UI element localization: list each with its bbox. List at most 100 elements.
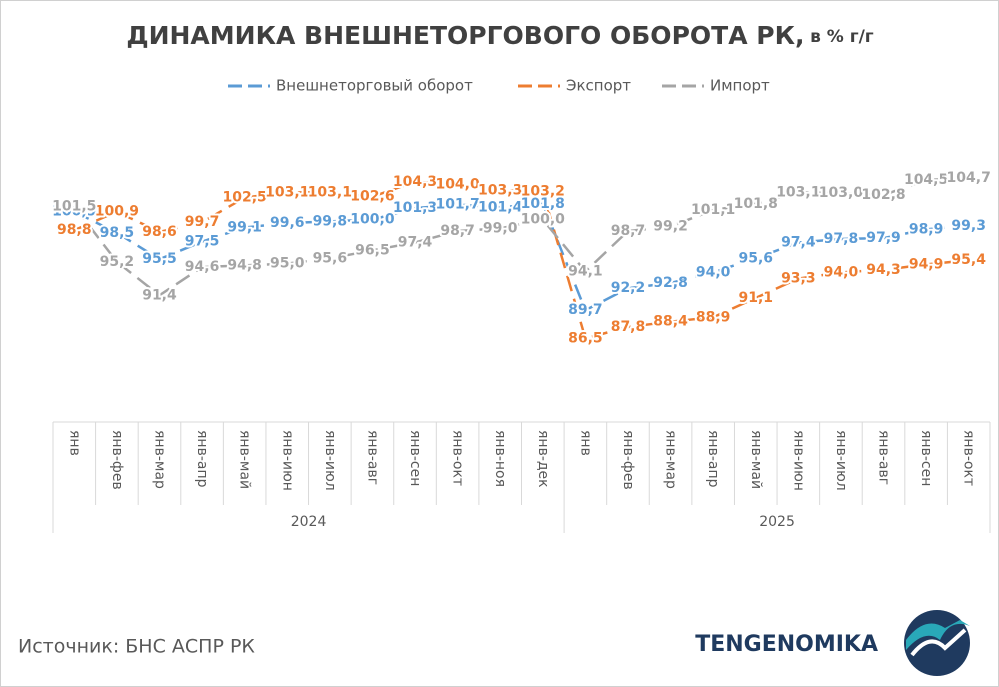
data-label: 101,8 (734, 196, 778, 212)
data-label: 99,8 (313, 213, 348, 229)
data-label: 101,7 (435, 197, 479, 213)
data-label: 100,9 (95, 204, 139, 220)
data-label: 91,1 (738, 290, 773, 306)
x-tick-label: янв-сен (918, 430, 934, 486)
data-label: 95,5 (142, 251, 177, 267)
data-label: 97,9 (866, 230, 901, 246)
data-label: 102,5 (223, 190, 267, 206)
data-label: 103,1 (308, 184, 352, 200)
data-label: 94,0 (696, 264, 731, 280)
data-label: 95,2 (100, 254, 135, 270)
data-label: 94,6 (185, 259, 220, 275)
x-tick-label: янв-июн (790, 430, 806, 491)
data-label: 103,2 (521, 183, 565, 199)
data-label: 99,6 (270, 215, 305, 231)
data-label: 99,1 (227, 220, 262, 236)
series-line (73, 176, 969, 297)
data-label: 94,0 (824, 264, 859, 280)
data-label: 94,8 (227, 257, 262, 273)
data-label: 95,6 (738, 250, 773, 266)
x-tick-label: янв-май (748, 430, 764, 489)
data-label: 103,0 (819, 185, 864, 201)
data-label: 104,5 (904, 172, 948, 188)
data-label: 98,6 (142, 224, 177, 240)
x-tick-label: янв-авг (876, 430, 892, 485)
data-label: 102,8 (861, 187, 905, 203)
data-label: 104,7 (947, 170, 991, 186)
data-label: 94,1 (568, 264, 603, 280)
data-label: 97,4 (781, 234, 816, 250)
data-label: 98,5 (100, 225, 135, 241)
x-tick-label: янв-июн (279, 430, 295, 491)
x-tick-label: янв-июл (833, 430, 849, 491)
data-label: 98,8 (57, 222, 92, 238)
data-label: 94,3 (866, 262, 901, 278)
data-label: 100,9 (52, 204, 96, 220)
chart-title: ДИНАМИКА ВНЕШНЕТОРГОВОГО ОБОРОТА РК, (126, 21, 804, 50)
x-axis: янв янв-фев янв-мар янв-апр янв-май янв-июн ян… (52, 421, 991, 533)
x-tick-label: янв-ноя (492, 430, 508, 487)
data-label: 96,5 (355, 242, 390, 258)
x-tick-label: янв (577, 430, 593, 456)
plot-area: 100,998,595,597,599,1 99,6 99,8 100,0101,31… (50, 168, 993, 348)
data-label: 99,7 (185, 214, 220, 230)
x-tick-label: янв-апр (705, 430, 721, 488)
data-label: 100,0 (350, 212, 395, 228)
x-tick-label: янв-мар (151, 430, 167, 489)
x-tick-label: янв (66, 430, 82, 456)
data-label: 95,6 (313, 250, 348, 266)
data-label: 98,7 (440, 223, 475, 239)
data-label: 101,4 (478, 199, 523, 215)
data-label: 97,8 (824, 231, 859, 247)
x-tick-label: янв-окт (961, 430, 977, 486)
data-label: 95,0 (270, 256, 305, 272)
series-line (73, 202, 969, 312)
chart-header: ДИНАМИКА ВНЕШНЕТОРГОВОГО ОБОРОТА РК, в %… (126, 21, 873, 50)
data-label: 98,9 (909, 221, 944, 237)
legend-label: Внешнеторговый оборот (276, 77, 473, 95)
x-tick-label: янв-дек (535, 430, 551, 488)
legend: Внешнеторговый оборот Экспорт Импорт (228, 77, 770, 95)
logo (904, 610, 970, 676)
x-tick-label: янв-окт (450, 430, 466, 486)
chart-subtitle: в % г/г (810, 27, 874, 47)
x-tick-label: янв-фев (620, 430, 636, 490)
brand: TENGENOMIKA (695, 632, 878, 657)
data-label: 100,0 (521, 212, 566, 228)
data-label: 99,2 (653, 219, 688, 235)
group-label: 2025 (759, 514, 795, 530)
legend-label: Импорт (710, 77, 770, 95)
data-label: 92,8 (653, 275, 688, 291)
data-label: 104,0 (435, 176, 480, 192)
data-label: 87,8 (611, 319, 646, 335)
data-label: 86,5 (568, 330, 603, 346)
data-label: 104,3 (393, 174, 437, 190)
x-tick-label: янв-фев (109, 430, 125, 490)
data-label: 101,8 (521, 196, 565, 212)
x-tick-label: янв-апр (194, 430, 210, 488)
data-label: 102,6 (350, 189, 394, 205)
x-tick-label: янв-июл (322, 430, 338, 491)
data-label: 97,4 (398, 234, 433, 250)
data-label: 103,3 (478, 183, 522, 199)
x-tick-label: янв-май (237, 430, 253, 489)
data-label: 97,5 (185, 234, 220, 250)
data-label: 91,4 (142, 287, 177, 303)
data-label: 88,9 (696, 309, 731, 325)
x-tick-label: янв-авг (364, 430, 380, 485)
group-label: 2024 (291, 514, 327, 530)
data-label: 88,4 (653, 314, 688, 330)
data-label: 103,1 (265, 184, 309, 200)
data-label: 101,3 (393, 200, 437, 216)
source: Источник: БНС АСПР РК (18, 636, 255, 658)
data-label: 94,9 (909, 256, 944, 272)
x-tick-label: янв-сен (407, 430, 423, 486)
data-label: 99,0 (483, 220, 518, 236)
data-label: 98,7 (611, 223, 646, 239)
data-label: 89,7 (568, 302, 603, 318)
data-label: 92,2 (611, 280, 646, 296)
data-label: 99,3 (951, 218, 986, 234)
x-tick-label: янв-мар (663, 430, 679, 489)
